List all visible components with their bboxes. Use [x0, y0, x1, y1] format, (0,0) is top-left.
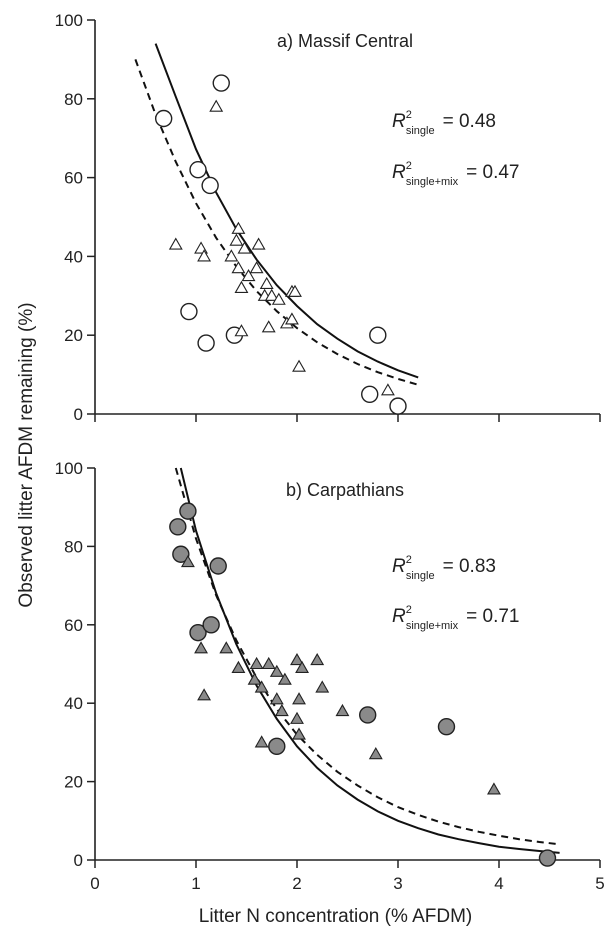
panel-title: a) Massif Central [277, 31, 413, 51]
data-point-triangle [209, 99, 224, 112]
y-tick-label: 80 [64, 537, 83, 556]
y-tick-label: 40 [64, 694, 83, 713]
data-point-triangle [271, 292, 286, 305]
data-point-triangle [292, 359, 306, 372]
data-point-triangle [292, 692, 306, 705]
r-squared-stat: R2 single = 0.48 [392, 109, 496, 137]
data-point-triangle [274, 703, 289, 717]
data-point-circle [268, 737, 286, 756]
y-axis-title: Observed litter AFDM remaining (%) [16, 302, 37, 607]
fit-curve-dashed [174, 467, 560, 846]
panel-a-massif-central: 0 20 40 60 80 100 a) Massif Central R2 single = 0… [55, 11, 601, 424]
data-point-triangle [249, 261, 264, 274]
data-point-triangle [241, 268, 256, 282]
data-point-triangle [194, 641, 208, 654]
data-point-circle [389, 397, 407, 415]
y-tick-label: 80 [64, 90, 83, 109]
data-point-triangle [224, 249, 239, 262]
y-tick-label: 40 [64, 247, 83, 266]
data-point-triangle [219, 641, 234, 654]
data-point-triangle [310, 652, 325, 666]
r-squared-stat: R2 single+mix = 0.71 [392, 604, 520, 632]
data-point-triangle [285, 312, 299, 325]
data-point-circle [154, 109, 173, 128]
data-point-triangle [237, 241, 252, 254]
y-tick-label: 100 [55, 459, 83, 478]
x-axis-title: Litter N concentration (% AFDM) [199, 906, 472, 927]
data-point-triangle [251, 237, 266, 250]
x-tick-label: 5 [595, 874, 604, 893]
data-point-triangle [197, 249, 212, 262]
data-point-circle [361, 385, 379, 403]
data-point-triangle [290, 652, 304, 666]
data-point-triangle [234, 280, 249, 293]
data-point-triangle [261, 320, 276, 333]
data-point-triangle [315, 680, 330, 693]
panel-title: b) Carpathians [286, 480, 404, 500]
data-point-triangle [380, 383, 395, 396]
y-tick-label: 0 [74, 851, 83, 870]
data-point-triangle [229, 233, 244, 246]
data-point-circle [212, 74, 230, 92]
y-tick-label: 0 [74, 405, 83, 424]
data-point-circle [209, 557, 227, 575]
data-point-triangle [180, 554, 195, 568]
data-point-circle [437, 718, 456, 736]
data-point-circle [359, 706, 377, 724]
x-tick-label: 0 [90, 874, 99, 893]
data-point-triangle [259, 276, 274, 290]
data-point-circle [189, 161, 207, 179]
data-point-circle [369, 326, 387, 344]
data-point-circle [538, 849, 557, 867]
data-point-circle [169, 518, 187, 536]
panel-b-carpathians: 0 20 40 60 80 100 0 1 2 3 4 5 Litter N concentration… [55, 459, 605, 927]
r-squared-stat: R2 single+mix = 0.47 [392, 160, 520, 188]
y-tick-label: 60 [64, 169, 83, 188]
data-point-circle [197, 334, 215, 352]
data-point-triangle [231, 261, 246, 274]
data-point-triangle [231, 221, 246, 234]
data-point-triangle [247, 672, 262, 685]
x-tick-label: 1 [191, 874, 200, 893]
data-point-triangle [231, 660, 246, 673]
data-point-triangle [277, 672, 292, 685]
data-point-triangle [168, 237, 183, 250]
y-tick-label: 60 [64, 616, 83, 635]
data-point-circle [189, 623, 207, 642]
data-point-triangle [288, 284, 302, 297]
data-point-triangle [487, 782, 501, 795]
data-point-triangle [254, 680, 269, 693]
y-tick-label: 20 [64, 326, 83, 345]
x-tick-label: 3 [393, 874, 402, 893]
data-point-triangle [292, 727, 306, 740]
data-point-triangle [368, 747, 383, 760]
fit-curve-dashed [134, 59, 419, 386]
data-point-triangle [197, 688, 212, 701]
data-point-triangle [264, 288, 279, 301]
data-point-triangle [261, 656, 276, 670]
data-point-circle [180, 302, 198, 321]
data-point-circle [172, 545, 190, 563]
data-point-triangle [269, 664, 284, 677]
fit-curve-solid [179, 467, 560, 854]
r-squared-stat: R2 single = 0.83 [392, 554, 496, 582]
y-tick-label: 100 [55, 11, 83, 30]
data-point-triangle [269, 692, 284, 705]
data-point-circle [202, 616, 220, 634]
data-point-triangle [254, 735, 269, 748]
data-point-triangle [295, 660, 309, 673]
x-tick-label: 2 [292, 874, 301, 893]
data-point-triangle [249, 656, 264, 670]
x-tick-label: 4 [494, 874, 503, 893]
data-point-triangle [290, 711, 304, 724]
y-tick-label: 20 [64, 773, 83, 792]
data-point-circle [201, 176, 219, 195]
data-point-triangle [335, 703, 350, 717]
data-point-triangle [234, 324, 249, 337]
data-point-circle [179, 502, 197, 520]
